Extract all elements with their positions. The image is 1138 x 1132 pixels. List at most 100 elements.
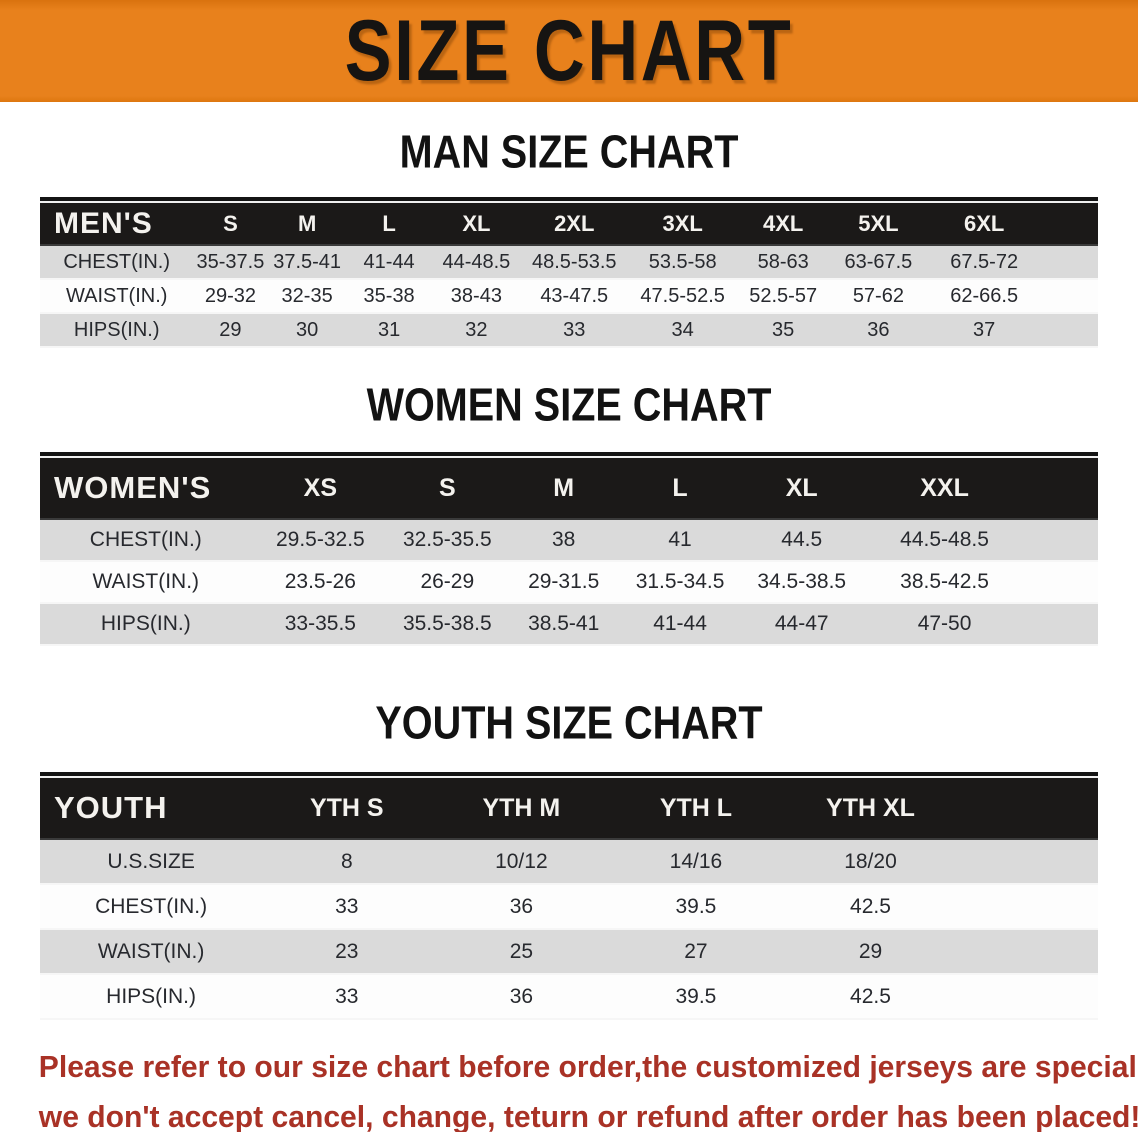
disclaimer-line-2: we don't accept cancel, change, teturn o… xyxy=(38,1099,1138,1132)
size-column-header: XS xyxy=(251,456,390,520)
size-value-cell: 67.5-72 xyxy=(928,246,1040,280)
size-value-cell: 35 xyxy=(738,314,829,348)
size-value-cell: 35.5-38.5 xyxy=(389,604,506,646)
measurement-row-label: HIPS(IN.) xyxy=(40,975,263,1020)
size-chart-banner: SIZE CHART xyxy=(0,0,1138,102)
size-column-header: YTH S xyxy=(262,776,432,840)
size-column-header: L xyxy=(346,201,432,246)
size-value-cell: 48.5-53.5 xyxy=(521,246,628,280)
table-row: HIPS(IN.) 33-35.5 35.5-38.5 38.5-41 41-44 44-… xyxy=(40,604,1098,646)
size-column-header: YTH M xyxy=(431,776,612,840)
size-column-header: L xyxy=(621,456,739,520)
table-row: WAIST(IN.) 23.5-26 26-29 29-31.5 31.5-34.5 34… xyxy=(40,562,1098,604)
measurement-row-label: WAIST(IN.) xyxy=(40,930,263,975)
size-value-cell: 35-37.5 xyxy=(193,246,268,280)
size-value-cell: 44-48.5 xyxy=(431,246,522,280)
size-value-cell: 10/12 xyxy=(431,840,612,885)
size-value-cell: 52.5-57 xyxy=(738,280,829,314)
size-value-cell: 23 xyxy=(262,930,432,975)
size-value-cell: 29 xyxy=(780,930,961,975)
size-value-cell: 41 xyxy=(621,520,739,562)
men-size-table: MEN'S S M L XL 2XL 3XL 4XL 5XL 6XL CHEST(IN.) 35-37… xyxy=(40,197,1098,348)
size-column-header: YTH L xyxy=(611,776,781,840)
spacer-cell xyxy=(960,930,1098,975)
size-column-header: S xyxy=(193,201,268,246)
size-value-cell: 44.5-48.5 xyxy=(865,520,1024,562)
size-value-cell: 30 xyxy=(267,314,347,348)
size-column-header: YTH XL xyxy=(780,776,961,840)
table-row: CHEST(IN.) 33 36 39.5 42.5 xyxy=(40,885,1098,930)
size-value-cell: 62-66.5 xyxy=(928,280,1040,314)
size-value-cell: 58-63 xyxy=(738,246,829,280)
size-value-cell: 38 xyxy=(505,520,622,562)
measurement-row-label: CHEST(IN.) xyxy=(40,885,263,930)
size-value-cell: 44-47 xyxy=(738,604,866,646)
size-value-cell: 53.5-58 xyxy=(627,246,739,280)
size-column-header: 3XL xyxy=(627,201,739,246)
table-row: HIPS(IN.) 29 30 31 32 33 34 35 36 37 xyxy=(40,314,1098,348)
header-row: WOMEN'S XS S M L XL XXL xyxy=(40,456,1098,520)
size-value-cell: 35-38 xyxy=(346,280,432,314)
youth-section-heading: YOUTH SIZE CHART xyxy=(375,697,763,750)
size-value-cell: 41-44 xyxy=(346,246,432,280)
table-row: WAIST(IN.) 29-32 32-35 35-38 38-43 43-47.5 47.… xyxy=(40,280,1098,314)
size-value-cell: 39.5 xyxy=(611,975,781,1020)
size-value-cell: 29-31.5 xyxy=(505,562,622,604)
table-row: CHEST(IN.) 29.5-32.5 32.5-35.5 38 41 44.5 44.5… xyxy=(40,520,1098,562)
table-row: WAIST(IN.) 23 25 27 29 xyxy=(40,930,1098,975)
size-value-cell: 42.5 xyxy=(780,975,961,1020)
disclaimer-text: Please refer to our size chart before or… xyxy=(0,1042,1138,1132)
spacer-cell xyxy=(960,975,1098,1020)
size-value-cell: 31.5-34.5 xyxy=(621,562,739,604)
size-value-cell: 47-50 xyxy=(865,604,1024,646)
table-corner-label: YOUTH xyxy=(40,776,263,840)
measurement-row-label: WAIST(IN.) xyxy=(40,280,194,314)
size-column-header: 4XL xyxy=(738,201,829,246)
size-value-cell: 36 xyxy=(431,975,612,1020)
size-value-cell: 23.5-26 xyxy=(251,562,390,604)
size-value-cell: 37 xyxy=(928,314,1040,348)
size-value-cell: 27 xyxy=(611,930,781,975)
size-value-cell: 41-44 xyxy=(621,604,739,646)
size-value-cell: 31 xyxy=(346,314,432,348)
size-column-header: 6XL xyxy=(928,201,1040,246)
man-section-heading: MAN SIZE CHART xyxy=(399,126,739,179)
size-value-cell: 42.5 xyxy=(780,885,961,930)
women-size-table: WOMEN'S XS S M L XL XXL CHEST(IN.) 29.5-32.5 32.5… xyxy=(40,452,1098,646)
youth-size-table: YOUTH YTH S YTH M YTH L YTH XL U.S.SIZE 8 10/12… xyxy=(40,772,1098,1020)
size-value-cell: 25 xyxy=(431,930,612,975)
size-value-cell: 33-35.5 xyxy=(251,604,390,646)
size-value-cell: 57-62 xyxy=(828,280,929,314)
size-value-cell: 38.5-42.5 xyxy=(865,562,1024,604)
size-value-cell: 34.5-38.5 xyxy=(738,562,866,604)
size-value-cell: 38-43 xyxy=(431,280,522,314)
size-value-cell: 38.5-41 xyxy=(505,604,622,646)
size-value-cell: 39.5 xyxy=(611,885,781,930)
table-corner-label: MEN'S xyxy=(40,201,194,246)
size-value-cell: 29 xyxy=(193,314,268,348)
size-value-cell: 63-67.5 xyxy=(828,246,929,280)
spacer-cell xyxy=(1023,520,1098,562)
banner-title: SIZE CHART xyxy=(344,2,794,99)
measurement-row-label: U.S.SIZE xyxy=(40,840,263,885)
spacer-cell xyxy=(1039,280,1098,314)
spacer-cell xyxy=(1039,201,1098,246)
size-value-cell: 8 xyxy=(262,840,432,885)
table-row: U.S.SIZE 8 10/12 14/16 18/20 xyxy=(40,840,1098,885)
table-corner-label: WOMEN'S xyxy=(40,456,252,520)
measurement-row-label: CHEST(IN.) xyxy=(40,520,252,562)
spacer-cell xyxy=(1039,314,1098,348)
size-value-cell: 18/20 xyxy=(780,840,961,885)
size-value-cell: 36 xyxy=(828,314,929,348)
measurement-row-label: HIPS(IN.) xyxy=(40,604,252,646)
size-value-cell: 32.5-35.5 xyxy=(389,520,506,562)
size-column-header: M xyxy=(267,201,347,246)
spacer-cell xyxy=(1023,456,1098,520)
size-value-cell: 43-47.5 xyxy=(521,280,628,314)
size-value-cell: 47.5-52.5 xyxy=(627,280,739,314)
measurement-row-label: WAIST(IN.) xyxy=(40,562,252,604)
size-value-cell: 29.5-32.5 xyxy=(251,520,390,562)
size-value-cell: 26-29 xyxy=(389,562,506,604)
measurement-row-label: CHEST(IN.) xyxy=(40,246,194,280)
size-value-cell: 44.5 xyxy=(738,520,866,562)
